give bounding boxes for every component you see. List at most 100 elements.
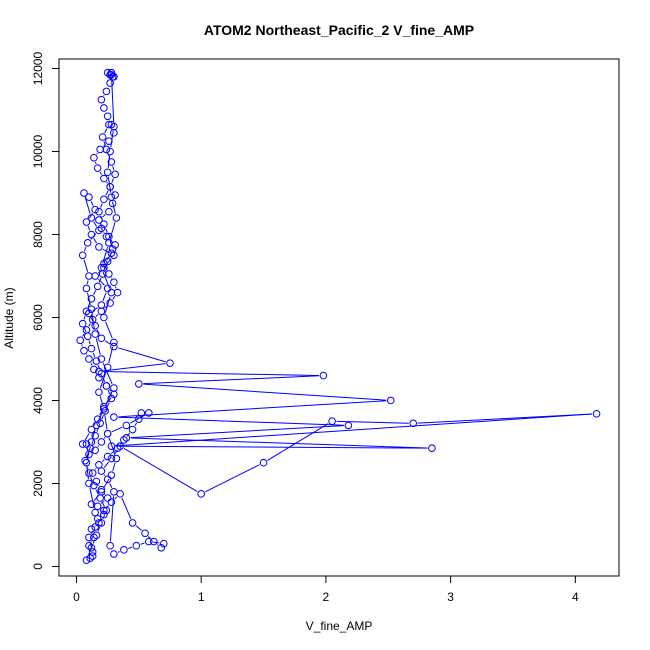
series-segment (103, 436, 106, 439)
data-point (92, 477, 101, 486)
data-point (103, 257, 112, 266)
series-segment (102, 514, 106, 519)
y-tick-label: 6000 (31, 304, 45, 331)
series-segment (107, 155, 111, 168)
data-point (107, 394, 116, 403)
series-layer (76, 68, 601, 565)
series-segment (103, 363, 166, 372)
series-segment (92, 290, 97, 296)
series-segment (103, 265, 107, 270)
data-point (344, 421, 353, 430)
data-point (110, 487, 118, 496)
data-point (96, 494, 104, 502)
data-point (105, 270, 113, 278)
data-point (128, 519, 137, 527)
data-point (110, 390, 118, 399)
data-point (128, 425, 137, 434)
data-point (90, 365, 98, 374)
series-segment (106, 402, 110, 408)
series-segment (103, 461, 109, 468)
data-point (105, 137, 113, 145)
series-segment (98, 277, 102, 283)
series-segment (126, 432, 131, 437)
data-point (91, 205, 99, 214)
data-point (102, 145, 111, 154)
series-segment (118, 416, 344, 426)
data-point (97, 467, 106, 475)
data-point (197, 490, 205, 498)
data-point (116, 442, 124, 450)
series-segment (111, 77, 115, 123)
data-point (386, 396, 395, 405)
data-point (85, 272, 93, 280)
data-point (108, 73, 117, 81)
data-point (91, 330, 99, 338)
series-segment (99, 371, 107, 389)
data-point (91, 523, 99, 531)
data-point (90, 481, 98, 490)
data-point (107, 249, 116, 257)
series-segment (108, 437, 116, 455)
data-point (91, 446, 99, 455)
data-point (96, 145, 104, 154)
data-point (97, 301, 106, 309)
data-point (91, 272, 99, 280)
series-segment (87, 446, 91, 459)
data-point (116, 490, 124, 498)
data-point (90, 153, 98, 162)
data-point (87, 543, 96, 552)
data-point (135, 380, 143, 388)
data-point (87, 230, 96, 239)
data-point (107, 158, 116, 166)
series-segment (118, 347, 166, 363)
data-point (107, 454, 116, 463)
series-segment (104, 413, 108, 430)
series-segment (107, 153, 111, 158)
data-point (95, 216, 103, 224)
series-segment (108, 253, 112, 258)
data-point (101, 407, 109, 415)
data-point (106, 79, 114, 87)
data-point (108, 245, 117, 253)
series-segment (109, 496, 115, 542)
data-point (137, 409, 146, 417)
data-point (78, 440, 87, 448)
data-point (100, 404, 108, 413)
data-point (132, 541, 141, 550)
data-point (112, 214, 121, 222)
data-point (82, 440, 91, 448)
data-point (83, 332, 92, 340)
series-segment (105, 321, 113, 339)
data-point (259, 458, 268, 467)
data-point (87, 344, 96, 353)
data-point (319, 371, 328, 380)
x-tick-label: 0 (73, 590, 80, 604)
series-segment (119, 443, 122, 445)
data-point (592, 409, 601, 418)
data-point (97, 369, 106, 378)
series-segment (93, 221, 98, 227)
data-point (82, 218, 91, 226)
data-point (87, 305, 96, 314)
data-point (83, 239, 92, 247)
series-segment (114, 286, 117, 289)
data-point (93, 164, 102, 172)
data-point (93, 514, 102, 523)
data-point (102, 232, 111, 241)
x-axis: 0 1 2 3 4 (73, 575, 579, 604)
data-point (78, 319, 87, 328)
y-tick-label: 12000 (31, 52, 45, 86)
y-tick-label: 10000 (31, 135, 45, 169)
series-segment (88, 323, 91, 327)
data-point (88, 469, 97, 477)
data-point (95, 243, 103, 251)
series-segment (104, 305, 108, 309)
series-segment (96, 152, 98, 155)
data-point (113, 288, 122, 297)
series-segment (102, 292, 107, 302)
series-segment (82, 333, 85, 337)
data-point (144, 537, 153, 546)
data-point (105, 120, 113, 129)
y-tick-label: 8000 (31, 221, 45, 248)
